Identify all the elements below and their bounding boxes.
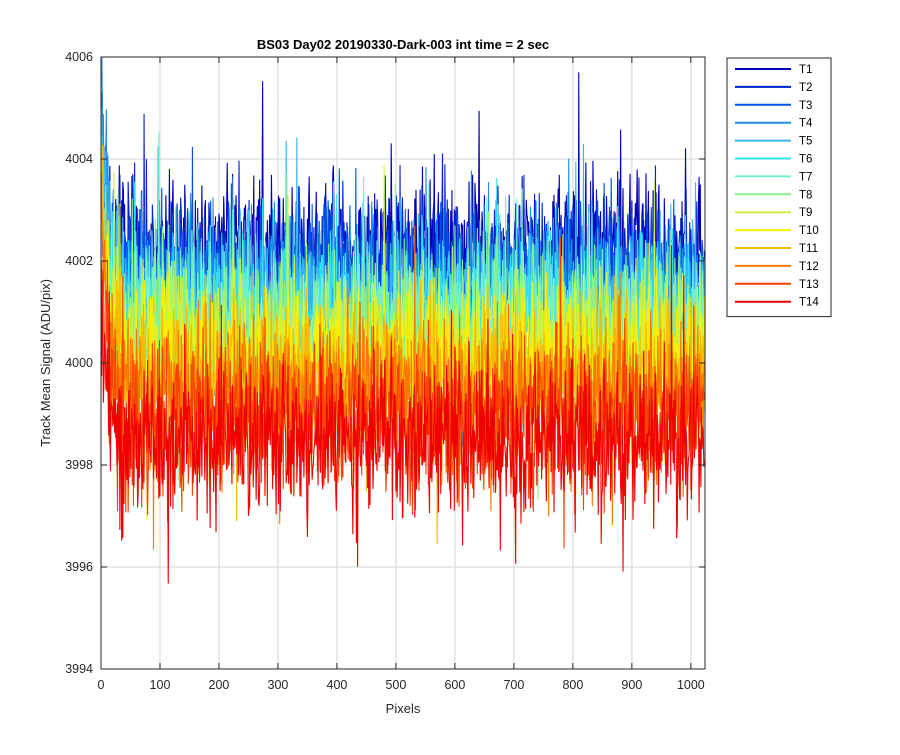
y-tick-label: 4000 [65, 356, 93, 370]
legend-item-t7: T7 [735, 171, 812, 183]
legend-label: T3 [799, 100, 812, 112]
legend-label: T14 [799, 297, 819, 309]
y-tick-label: 3994 [65, 662, 93, 676]
chart-title: BS03 Day02 20190330-Dark-003 int time = … [257, 37, 549, 52]
x-tick-label: 800 [562, 678, 583, 692]
legend-label: T1 [799, 64, 812, 76]
legend-item-t1: T1 [735, 64, 812, 76]
legend-item-t11: T11 [735, 243, 818, 255]
x-tick-label: 0 [98, 678, 105, 692]
legend: T1 T2 T3 T4 T5 T6 T7 T8 T9 T10 T11 T12 T13 T14 [726, 57, 832, 318]
y-tick-label: 4006 [65, 50, 93, 64]
y-tick-label: 4002 [65, 254, 93, 268]
x-tick-label: 700 [503, 678, 524, 692]
x-tick-label: 900 [621, 678, 642, 692]
legend-item-t3: T3 [735, 100, 812, 112]
legend-label: T5 [799, 136, 812, 148]
legend-item-t9: T9 [735, 207, 812, 219]
legend-item-t14: T14 [735, 297, 819, 309]
legend-item-t10: T10 [735, 225, 819, 237]
legend-item-t5: T5 [735, 136, 812, 148]
legend-box [726, 57, 832, 318]
tick-marks [100, 56, 705, 670]
legend-label: T11 [799, 243, 818, 255]
x-tick-label: 100 [150, 678, 171, 692]
tick-labels: 0 100 200 300 400 500 600 700 800 900 1000 3994 3996… [65, 50, 705, 692]
legend-item-t13: T13 [735, 279, 819, 291]
series-group [101, 57, 705, 584]
legend-label: T9 [799, 207, 812, 219]
legend-label: T6 [799, 154, 812, 166]
legend-label: T13 [799, 279, 819, 291]
x-tick-label: 400 [327, 678, 348, 692]
legend-label: T7 [799, 171, 812, 183]
x-tick-label: 300 [268, 678, 289, 692]
legend-item-t2: T2 [735, 82, 812, 94]
y-tick-label: 3998 [65, 458, 93, 472]
legend-label: T4 [799, 118, 813, 130]
legend-item-t6: T6 [735, 154, 812, 166]
legend-item-t4: T4 [735, 118, 813, 130]
legend-label: T10 [799, 225, 819, 237]
y-tick-label: 4004 [65, 152, 93, 166]
legend-item-t12: T12 [735, 261, 819, 273]
legend-item-t8: T8 [735, 189, 812, 201]
legend-label: T8 [799, 189, 812, 201]
y-axis-label: Track Mean Signal (ADU/pix) [38, 279, 53, 447]
legend-label: T12 [799, 261, 819, 273]
x-axis-label: Pixels [386, 701, 421, 716]
x-tick-label: 500 [385, 678, 406, 692]
x-tick-label: 600 [444, 678, 465, 692]
legend-label: T2 [799, 82, 812, 94]
x-tick-label: 200 [209, 678, 230, 692]
x-tick-label: 1000 [677, 678, 705, 692]
y-tick-label: 3996 [65, 560, 93, 574]
series-line-t14 [101, 245, 705, 584]
